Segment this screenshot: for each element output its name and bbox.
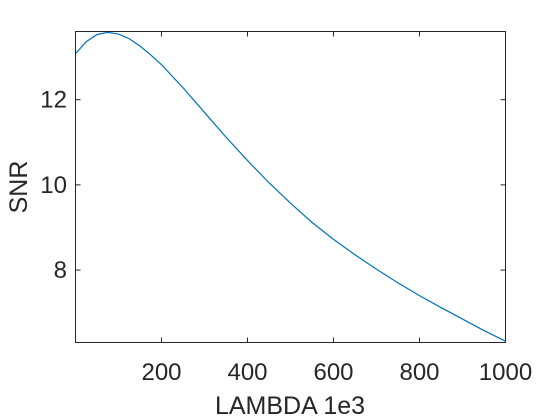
x-tick-label: 200: [141, 359, 181, 386]
x-tick-label: 1000: [479, 359, 532, 386]
y-tick-label: 8: [54, 257, 67, 284]
series-snr-line: [75, 31, 506, 342]
y-tick-label: 10: [40, 172, 67, 199]
x-tick-label: 600: [313, 359, 353, 386]
y-axis-label: SNR: [5, 161, 33, 214]
x-tick-label: 400: [227, 359, 267, 386]
y-tick-label: 12: [40, 87, 67, 114]
plot-frame: [75, 31, 506, 343]
x-tick-label: 800: [399, 359, 439, 386]
x-axis-label: LAMBDA 1e3: [215, 392, 365, 420]
